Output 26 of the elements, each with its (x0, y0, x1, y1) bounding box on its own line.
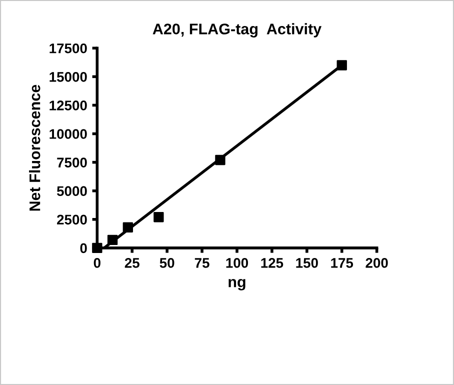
y-tick-label: 2500 (57, 214, 87, 225)
point (154, 212, 164, 222)
y-tick-label: 17500 (50, 43, 87, 54)
x-tick-label: 100 (226, 258, 248, 268)
point (107, 234, 118, 246)
x-tick-label: 125 (261, 258, 284, 268)
point (122, 222, 134, 232)
y-tick-label: 7500 (57, 158, 87, 168)
point (336, 60, 347, 70)
x-tick-label: 200 (366, 258, 388, 268)
chart-title: A20, FLAG-tag Activity (152, 23, 322, 38)
point (215, 154, 226, 166)
y-tick-label: 10000 (50, 129, 87, 139)
y-tick-label: 15000 (50, 72, 87, 82)
x-tick-label: 50 (160, 258, 174, 268)
y-axis-title: Net Fluorescence (29, 84, 40, 211)
point (92, 242, 102, 254)
x-axis-title: ng (228, 278, 246, 290)
y-tick-label: 5000 (56, 186, 87, 196)
x-tick-label: 175 (331, 258, 354, 268)
x-tick-label: 25 (124, 258, 140, 268)
y-tick-label: 12500 (50, 100, 87, 110)
x-tick-label: 75 (194, 258, 210, 268)
x-tick-label: 150 (296, 258, 318, 268)
y-tick-label: 0 (80, 243, 87, 254)
x-tick-label: 0 (94, 258, 100, 268)
